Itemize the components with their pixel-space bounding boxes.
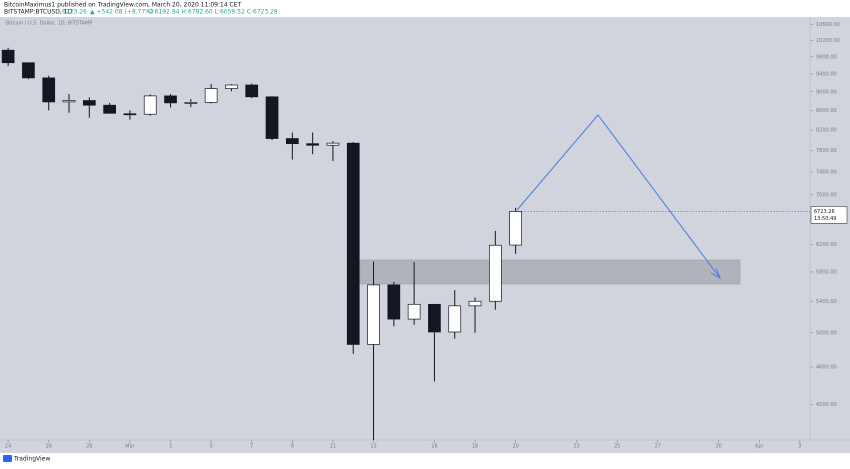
y-tick-label: 8600.00: [816, 108, 837, 114]
y-tick-label: 9400.00: [816, 71, 837, 77]
x-tick-label: 11: [330, 444, 336, 450]
y-tick-label: 9000.00: [816, 89, 837, 95]
x-tick-label: 18: [472, 444, 478, 450]
candle-body: [204, 88, 218, 103]
footer-bar: [0, 453, 850, 465]
y-tick-label: 10200.00: [816, 38, 840, 44]
projection-path: [516, 114, 721, 279]
candle-body: [22, 62, 35, 79]
y-tick-label: 5000.00: [816, 330, 837, 336]
candle-body: [306, 143, 319, 146]
candle-body: [488, 244, 502, 302]
y-tick-label: 7400.00: [816, 170, 837, 176]
candle-body: [245, 84, 259, 98]
x-tick-label: 5: [210, 444, 213, 450]
candle-body: [82, 100, 96, 106]
x-tick-label: 24: [5, 444, 11, 450]
change: ▲ +542.08 (+8.77%): [90, 9, 153, 16]
brand-logo: [3, 455, 12, 462]
y-tick-label: 10600.00: [816, 22, 840, 28]
support-zone: [359, 259, 741, 285]
y-tick-label: 4200.00: [816, 402, 837, 408]
y-tick-label: 6200.00: [816, 242, 837, 248]
countdown: 13:50:49: [814, 216, 836, 222]
x-tick-label: 25: [614, 444, 620, 450]
y-tick-label: 7000.00: [816, 192, 837, 198]
candle-body: [346, 142, 360, 345]
candle-body: [143, 95, 157, 115]
x-tick-label: 20: [512, 444, 518, 450]
symbol: BITSTAMP:BTCUSD, 1D: [4, 9, 73, 16]
candle-body: [509, 211, 522, 246]
candle-body: [123, 113, 137, 116]
x-tick-label: 3: [798, 444, 801, 450]
candle-body: [285, 138, 299, 145]
x-tick-label: 7: [250, 444, 253, 450]
candle-body: [184, 102, 198, 104]
y-tick-label: 9800.00: [816, 54, 837, 60]
y-tick-label: 4600.00: [816, 365, 837, 371]
y-tick-label: 5800.00: [816, 269, 837, 275]
candle-body: [428, 303, 441, 333]
y-tick-label: 8200.00: [816, 127, 837, 133]
candle-body: [448, 305, 462, 333]
ohlc: O:6192.94 H:6782.60 L:6059.52 C:6723.28: [148, 9, 278, 16]
x-tick-label: 27: [655, 444, 661, 450]
candle-body: [387, 284, 401, 320]
x-tick-label: 23: [573, 444, 579, 450]
candle-body: [164, 95, 177, 104]
y-tick-label: 7800.00: [816, 148, 837, 154]
x-tick-label: 26: [46, 444, 52, 450]
candle-body: [42, 77, 56, 103]
x-tick-label: 13: [370, 444, 376, 450]
x-tick-label: 28: [86, 444, 92, 450]
candle-body: [1, 49, 15, 64]
chart-background: [0, 17, 850, 453]
candle-body: [326, 142, 340, 146]
candle-body: [367, 284, 380, 345]
y-tick-label: 5400.00: [816, 299, 837, 305]
chart-title: Bitcoin / U.S. Dollar, 1D, BITSTAMP: [6, 21, 92, 27]
brand: TradingView: [13, 456, 50, 463]
candle-body: [265, 96, 279, 139]
price: 6723.26: [62, 9, 87, 16]
candle-body: [468, 300, 482, 307]
x-tick-label: Apr: [755, 444, 765, 450]
candle-body: [225, 84, 238, 89]
x-tick-label: 16: [431, 444, 437, 450]
candle-body: [407, 303, 421, 320]
last-price-box: [810, 206, 848, 224]
last-price-label: 6723.26: [814, 209, 835, 215]
author-line: BitcoinMaximus1 published on TradingView…: [4, 2, 242, 9]
x-tick-label: 30: [715, 444, 721, 450]
x-tick-label: Mar: [125, 444, 135, 450]
projection-arrowhead: [710, 267, 721, 280]
candle-body: [62, 100, 76, 103]
x-tick-label: 3: [169, 444, 172, 450]
candle-body: [103, 104, 116, 114]
x-tick-label: 9: [291, 444, 294, 450]
